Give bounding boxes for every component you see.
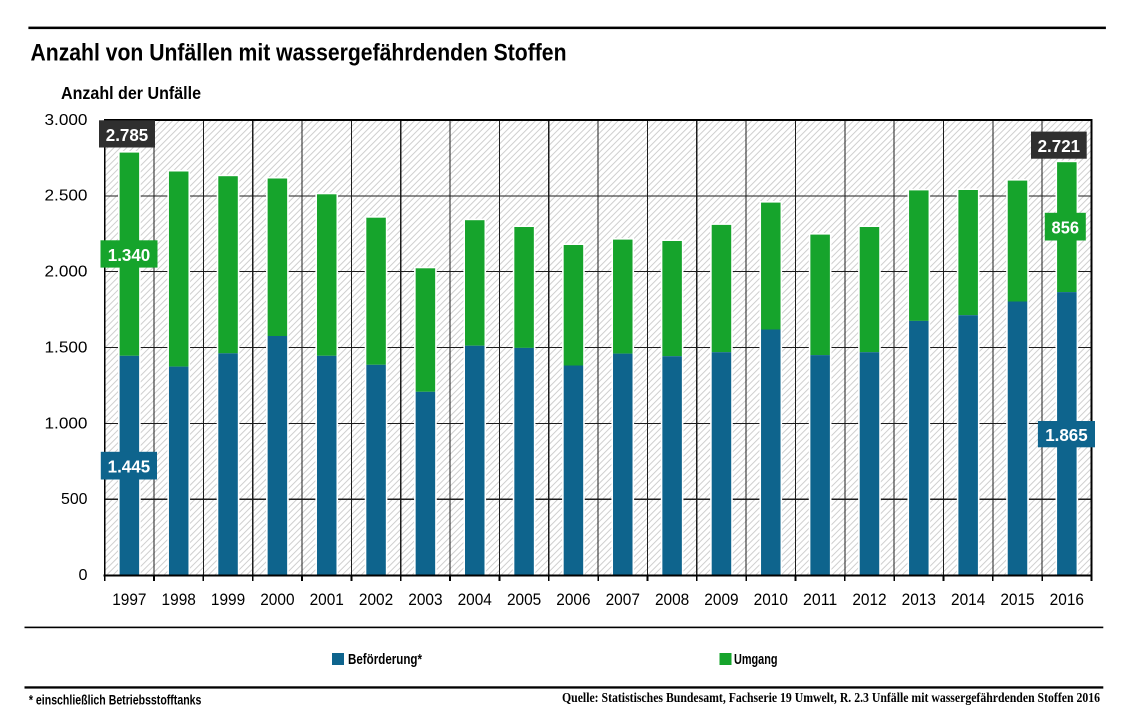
svg-text:2002: 2002 [359, 591, 393, 609]
svg-text:* einschließlich Betriebsstoff: * einschließlich Betriebsstofftanks [29, 693, 202, 708]
svg-text:2001: 2001 [310, 591, 344, 609]
svg-text:2000: 2000 [260, 591, 294, 609]
svg-text:2005: 2005 [507, 591, 541, 609]
svg-text:2014: 2014 [951, 591, 985, 609]
svg-text:2011: 2011 [803, 591, 837, 609]
svg-text:Anzahl von Unfällen mit wasser: Anzahl von Unfällen mit wassergefährdend… [31, 39, 567, 66]
svg-text:1.500: 1.500 [45, 339, 88, 356]
svg-text:1.340: 1.340 [108, 245, 151, 265]
svg-text:856: 856 [1052, 218, 1080, 238]
svg-text:2007: 2007 [606, 591, 640, 609]
svg-text:500: 500 [61, 491, 88, 508]
svg-text:1999: 1999 [211, 591, 245, 609]
svg-text:2010: 2010 [754, 591, 788, 609]
svg-text:1.865: 1.865 [1045, 425, 1088, 445]
svg-text:Beförderung*: Beförderung* [348, 652, 422, 668]
svg-text:Quelle: Statistisches Bundesam: Quelle: Statistisches Bundesamt, Fachser… [562, 691, 1100, 706]
svg-text:2004: 2004 [458, 591, 492, 609]
svg-text:2003: 2003 [408, 591, 442, 609]
svg-text:3.000: 3.000 [45, 112, 88, 129]
svg-text:Anzahl der Unfälle: Anzahl der Unfälle [61, 83, 201, 103]
svg-text:2006: 2006 [556, 591, 590, 609]
svg-text:2.721: 2.721 [1038, 136, 1081, 156]
svg-text:0: 0 [79, 567, 88, 584]
svg-text:2008: 2008 [655, 591, 689, 609]
svg-text:1998: 1998 [162, 591, 196, 609]
svg-text:2.000: 2.000 [45, 264, 88, 281]
svg-text:2015: 2015 [1000, 591, 1034, 609]
svg-text:2016: 2016 [1050, 591, 1084, 609]
svg-text:2.785: 2.785 [106, 125, 149, 145]
svg-text:1.445: 1.445 [108, 457, 151, 477]
svg-text:2.500: 2.500 [45, 188, 88, 205]
svg-text:2012: 2012 [852, 591, 886, 609]
svg-text:1.000: 1.000 [45, 415, 88, 432]
svg-text:Umgang: Umgang [734, 652, 778, 668]
svg-text:1997: 1997 [112, 591, 146, 609]
svg-text:2009: 2009 [704, 591, 738, 609]
svg-text:2013: 2013 [902, 591, 936, 609]
